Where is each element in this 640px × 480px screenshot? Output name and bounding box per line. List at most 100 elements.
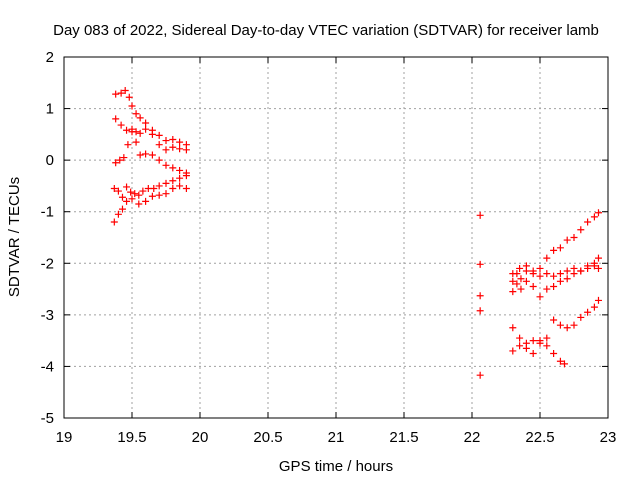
data-point xyxy=(594,254,602,262)
data-point xyxy=(169,136,177,144)
data-point xyxy=(556,321,564,329)
data-point xyxy=(522,267,530,275)
x-tick-label: 21.5 xyxy=(389,429,418,446)
data-point xyxy=(155,156,163,164)
data-point xyxy=(536,264,544,272)
data-point xyxy=(169,177,177,185)
data-point xyxy=(543,285,551,293)
data-point xyxy=(476,292,484,300)
data-point xyxy=(563,275,571,283)
data-point xyxy=(570,234,578,241)
axis-ticks xyxy=(63,56,609,419)
y-axis-label: SDTVAR / TECUs xyxy=(6,177,23,297)
data-point xyxy=(543,270,551,278)
data-point xyxy=(476,211,484,219)
data-point xyxy=(509,324,517,332)
data-point xyxy=(136,151,144,159)
data-point xyxy=(114,210,122,218)
y-tick-label: 0 xyxy=(46,152,54,169)
data-point xyxy=(125,93,133,101)
data-point xyxy=(128,102,136,110)
data-point xyxy=(556,270,564,278)
data-point xyxy=(162,146,170,154)
data-point xyxy=(513,280,521,288)
data-point xyxy=(123,183,131,191)
data-point xyxy=(112,159,120,167)
data-point xyxy=(135,200,143,208)
data-point xyxy=(182,185,190,193)
data-point xyxy=(590,213,598,221)
data-point xyxy=(529,350,537,358)
series-track-3 xyxy=(112,128,190,177)
x-tick-label: 21 xyxy=(328,429,345,446)
series-track-2 xyxy=(112,115,190,154)
data-point xyxy=(114,187,122,195)
data-point xyxy=(128,195,136,203)
data-point xyxy=(142,119,150,127)
series-track-10 xyxy=(509,337,568,368)
data-point xyxy=(148,192,156,200)
data-point xyxy=(563,267,571,275)
data-point xyxy=(176,166,184,174)
data-point xyxy=(516,334,524,342)
data-point xyxy=(509,347,517,355)
y-tick-labels: -5 -4 -3 -2 -1 0 1 2 xyxy=(41,49,54,427)
data-point xyxy=(142,150,150,158)
data-point xyxy=(118,205,126,213)
data-point xyxy=(529,270,537,278)
data-point xyxy=(590,303,598,311)
data-point xyxy=(590,262,598,270)
data-point xyxy=(536,337,544,345)
data-point xyxy=(182,146,190,154)
data-point xyxy=(594,209,602,217)
data-point xyxy=(536,272,544,280)
data-point xyxy=(128,128,136,136)
data-point xyxy=(136,114,144,122)
x-tick-label: 19.5 xyxy=(117,429,146,446)
y-tick-label: 2 xyxy=(46,49,54,66)
data-point xyxy=(162,179,170,187)
data-point xyxy=(536,293,544,301)
data-point xyxy=(570,270,578,278)
data-point xyxy=(135,191,143,199)
data-point xyxy=(584,218,592,226)
data-point xyxy=(142,125,150,133)
y-tick-label: 1 xyxy=(46,101,54,118)
data-point xyxy=(522,277,530,285)
x-tick-label: 20.5 xyxy=(253,429,282,446)
data-point xyxy=(148,130,156,138)
data-point xyxy=(517,285,525,293)
data-point xyxy=(124,141,132,149)
y-tick-label: -3 xyxy=(41,307,54,324)
data-point xyxy=(132,110,140,118)
data-point xyxy=(155,131,163,139)
data-point xyxy=(476,371,484,379)
series-track-1 xyxy=(112,87,190,149)
data-point xyxy=(543,254,551,262)
data-point xyxy=(162,137,170,145)
data-point xyxy=(563,324,571,332)
x-tick-labels: 19 19.5 20 20.5 21 21.5 22 22.5 23 xyxy=(56,429,617,446)
data-point xyxy=(117,89,125,97)
data-point xyxy=(522,344,530,352)
x-axis-label: GPS time / hours xyxy=(279,458,393,475)
data-point xyxy=(110,185,118,193)
data-point xyxy=(169,185,177,193)
y-tick-label: -5 xyxy=(41,410,54,427)
data-point xyxy=(116,156,124,164)
data-point xyxy=(543,342,551,350)
data-point xyxy=(176,174,184,182)
data-point xyxy=(136,129,144,137)
data-point xyxy=(176,182,184,190)
data-point xyxy=(560,360,568,368)
data-point xyxy=(476,307,484,315)
data-point xyxy=(550,282,558,290)
data-point xyxy=(594,296,602,304)
data-point xyxy=(112,115,120,123)
data-point xyxy=(121,87,129,95)
data-point xyxy=(516,264,524,272)
data-point xyxy=(509,277,517,285)
data-point xyxy=(476,260,484,268)
data-point xyxy=(543,334,551,342)
